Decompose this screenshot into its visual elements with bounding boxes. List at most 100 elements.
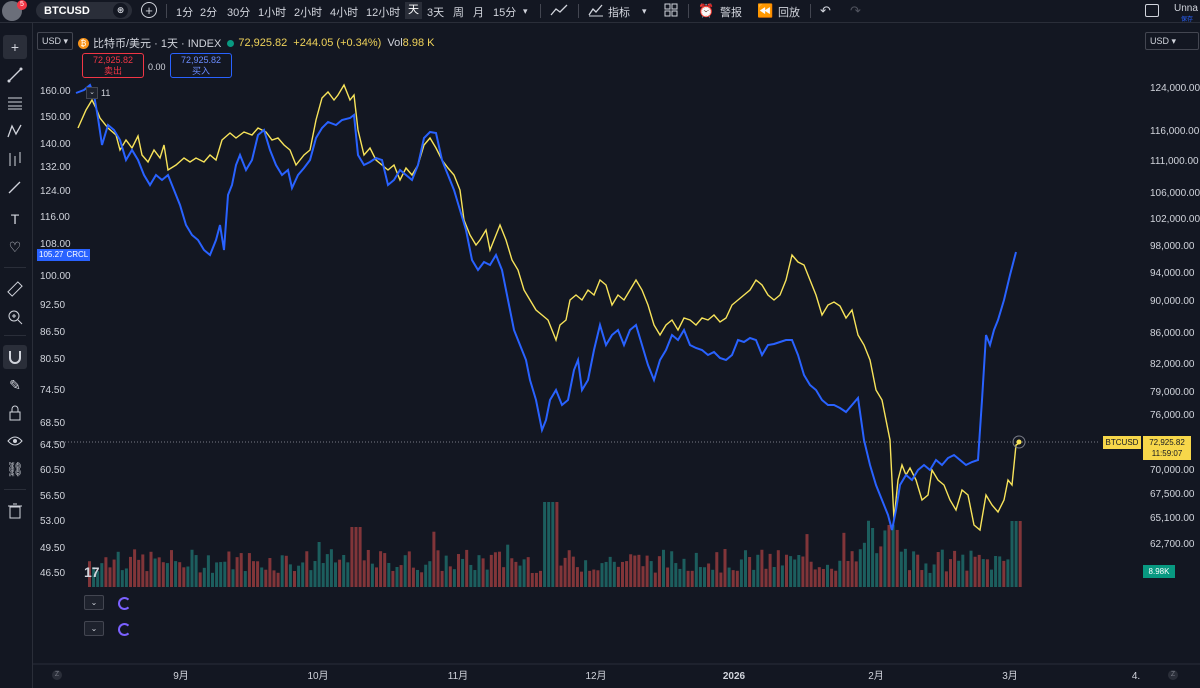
pane-collapse-button[interactable]: ⌄ [84,595,104,610]
currency-select-right[interactable]: USD ▾ [1145,32,1199,50]
volume-bar [145,571,149,587]
volume-bar [555,502,559,587]
volume-bar [739,559,743,587]
buy-button[interactable]: 72,925.82 买入 [170,53,232,78]
chevron-down-icon[interactable]: ▾ [642,6,647,16]
indicators-button[interactable]: 指标 [608,7,630,19]
eye-icon[interactable] [3,429,27,453]
volume-bar [387,562,391,587]
trendline-icon[interactable] [3,63,27,87]
alarm-icon[interactable]: ⏰ [698,3,715,18]
timeframe-30m[interactable]: 30分 [227,7,251,19]
price-chart[interactable]: 160.00 150.00 140.00 132.00 124.00 116.00 108.… [33,23,1200,688]
symbol-search[interactable]: BTCUSD ⊛ [36,2,132,19]
timeframe-1m[interactable]: 1分 [176,7,194,19]
pane-collapse-button[interactable]: ⌄ [84,621,104,636]
volume-bar [666,567,670,587]
volume-bar [990,569,993,587]
zoom-button-right[interactable]: Z [1168,670,1178,680]
sell-button[interactable]: 72,925.82 卖出 [82,53,144,78]
timeframe-4h[interactable]: 4小时 [330,7,359,19]
fullscreen-icon[interactable] [1145,4,1159,17]
lock-icon[interactable] [3,401,27,425]
timeframe-12h[interactable]: 12小时 [366,7,401,19]
volume-bar [219,562,223,587]
volume-bar [899,551,903,587]
volume-bar [116,551,120,587]
timeframe-1d[interactable]: 天 [405,2,422,19]
volume-bar [202,567,206,587]
save-link[interactable]: 保存 [1181,17,1194,23]
zoom-in-icon[interactable] [3,305,27,329]
heart-icon[interactable]: ♡ [8,238,22,255]
right-axis-tick: 98,000.00 [1150,241,1195,252]
symbol-menu-icon[interactable]: ⊛ [113,3,128,18]
volume-bar [879,546,883,587]
timeframe-week[interactable]: 周 [453,7,464,19]
chart-type-icon[interactable] [550,3,568,20]
lock-drawing-icon[interactable]: ✎ [9,376,21,393]
volume-bar [785,554,788,587]
replay-button[interactable]: 回放 [778,7,800,19]
volume-bar [846,560,850,587]
volume-bar [272,570,276,587]
volume-bar [727,567,731,587]
timeframe-3d[interactable]: 3天 [427,7,445,19]
volume-bar [981,559,985,587]
chevron-down-icon[interactable]: ▾ [523,6,528,16]
zoom-button-left[interactable]: Z [52,670,62,680]
magnet-icon[interactable] [3,345,27,369]
pattern-icon[interactable] [3,119,27,143]
fib-lines-icon[interactable] [3,91,27,115]
ruler-icon[interactable] [3,277,27,301]
btc-price: 72,925.82 [1149,438,1185,447]
volume-bar [612,561,616,587]
timeframe-month[interactable]: 月 [473,7,484,19]
volume-bar [252,561,255,587]
timeframe-15m[interactable]: 15分 [493,7,517,19]
forecast-icon[interactable] [3,147,27,171]
timeframe-2h[interactable]: 2小时 [294,7,323,19]
brush-icon[interactable] [3,175,27,199]
currency-select-left[interactable]: USD ▾ [37,32,74,50]
volume-bar [641,566,645,587]
volume-bar [399,565,403,587]
volume-bar [129,556,132,587]
volume-bar [498,551,501,587]
alert-button[interactable]: 警报 [720,7,742,19]
events-marker[interactable]: ⌄ 11 [86,87,110,99]
volume-bar [805,534,809,587]
left-axis-tick: 132.00 [40,162,71,173]
undo-icon[interactable]: ↶ [820,3,831,18]
vol-label: Vol [387,37,403,49]
volume-bar [547,502,551,587]
left-axis-tick: 124.00 [40,186,71,197]
volume-bar [850,551,854,587]
right-axis-tick: 65,100.00 [1150,513,1195,524]
link-icon[interactable]: ⛓ [6,460,24,477]
indicators-icon[interactable] [588,3,604,20]
timeframe-2m[interactable]: 2分 [200,7,218,19]
volume-bar [383,553,387,587]
volume-bar [653,572,657,587]
volume-bar [223,561,227,587]
right-axis-tick: 62,700.00 [1150,539,1195,550]
text-icon[interactable]: T [10,211,20,227]
spread-value: 0.00 [148,62,166,72]
crosshair-icon[interactable]: + [3,35,27,59]
timeframe-1h[interactable]: 1小时 [258,7,287,19]
legend-title[interactable]: 比特币/美元 · 1天 · INDEX [93,38,222,50]
trash-icon[interactable] [3,499,27,523]
left-axis-tick: 108.00 [40,239,71,250]
volume-bar [530,572,534,587]
volume-bar [575,567,579,587]
redo-icon[interactable]: ↷ [850,3,861,18]
replay-icon[interactable]: ⏪ [757,3,774,18]
add-symbol-icon[interactable]: + [141,2,157,18]
account-name[interactable]: Unna [1174,3,1198,14]
layout-grid-icon[interactable] [664,3,678,20]
volume-bar [350,527,354,587]
volume-bar [830,568,834,587]
volume-bar [616,566,620,587]
volume-bar [489,554,493,587]
